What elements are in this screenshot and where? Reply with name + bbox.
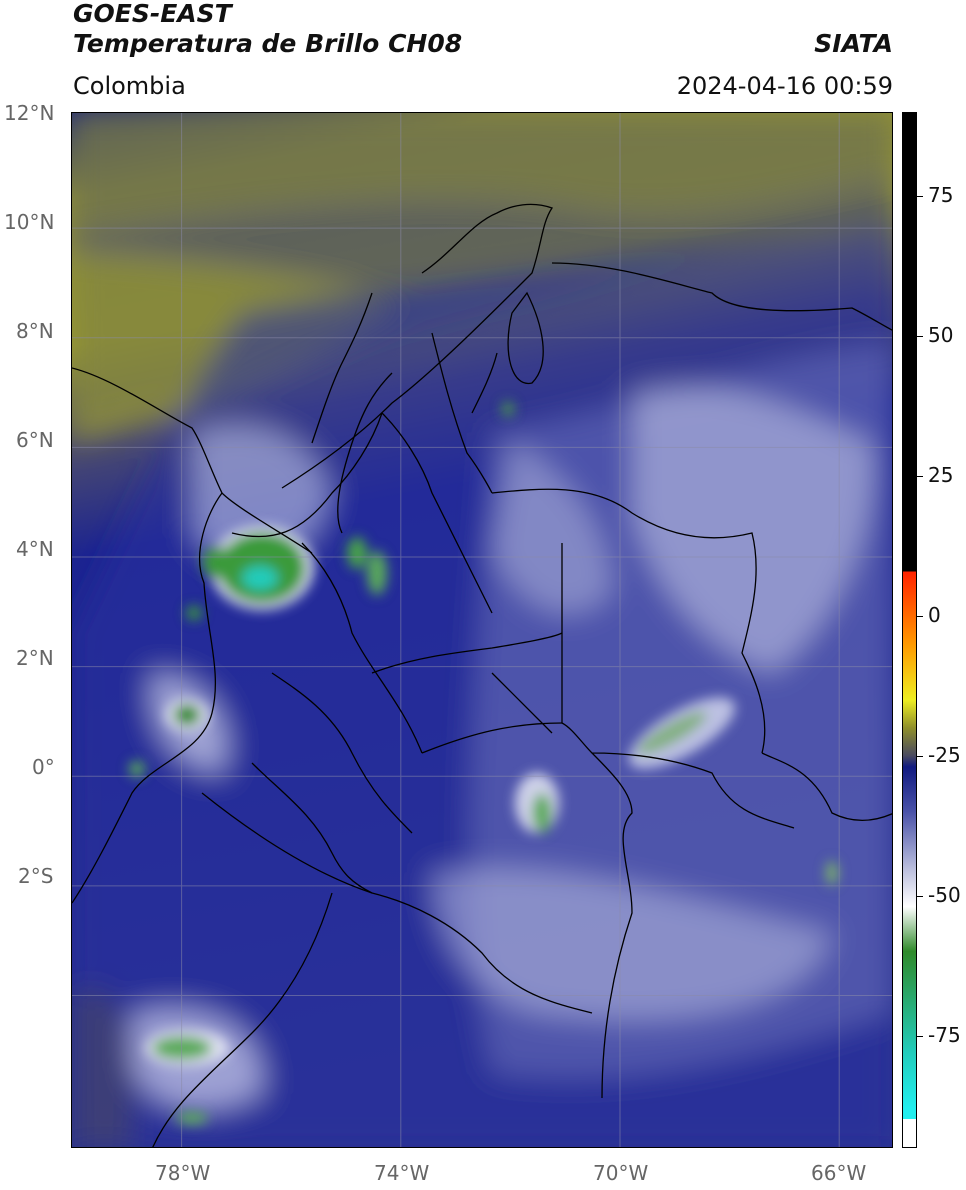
- lat-label-6n: 6°N: [16, 428, 54, 452]
- cloud-layer: [72, 113, 892, 1147]
- colorbar-tick: [917, 1036, 923, 1037]
- colorbar-tick-label: 25: [928, 463, 954, 487]
- colorbar-tick-label: -50: [928, 883, 961, 907]
- lat-label-2n: 2°N: [16, 646, 54, 670]
- colorbar-tick-label: 50: [928, 323, 954, 347]
- region-label: Colombia: [73, 72, 186, 100]
- colorbar: [902, 112, 917, 1148]
- lon-label-74w: 74°W: [374, 1161, 430, 1185]
- country-borders: [72, 203, 892, 1147]
- lat-label-4n: 4°N: [16, 537, 54, 561]
- lon-label-70w: 70°W: [593, 1161, 649, 1185]
- lat-label-0: 0°: [32, 755, 55, 779]
- lat-label-10n: 10°N: [4, 210, 55, 234]
- lon-label-66w: 66°W: [811, 1161, 867, 1185]
- colorbar-tick: [917, 476, 923, 477]
- colorbar-tick-label: 75: [928, 183, 954, 207]
- colorbar-tick-label: 0: [928, 603, 941, 627]
- lat-label-12n: 12°N: [4, 101, 55, 125]
- colorbar-tick: [917, 196, 923, 197]
- colorbar-tick: [917, 336, 923, 337]
- colorbar-tick: [917, 756, 923, 757]
- brand-label: SIATA: [814, 29, 893, 58]
- satellite-title: GOES-EAST: [73, 0, 232, 28]
- graticule: [72, 113, 892, 1147]
- colorbar-tick: [917, 616, 923, 617]
- colorbar-tick-label: -25: [928, 743, 961, 767]
- colorbar-tick-label: -75: [928, 1023, 961, 1047]
- datetime-label: 2024-04-16 00:59: [676, 72, 893, 100]
- lat-label-8n: 8°N: [16, 319, 54, 343]
- satellite-map: [71, 112, 893, 1148]
- lon-label-78w: 78°W: [155, 1161, 211, 1185]
- map-canvas: [72, 113, 892, 1147]
- colorbar-tick: [917, 896, 923, 897]
- lat-label-2s: 2°S: [18, 864, 54, 888]
- product-title: Temperatura de Brillo CH08: [73, 29, 463, 58]
- cold-cloud-tops: [129, 402, 838, 1124]
